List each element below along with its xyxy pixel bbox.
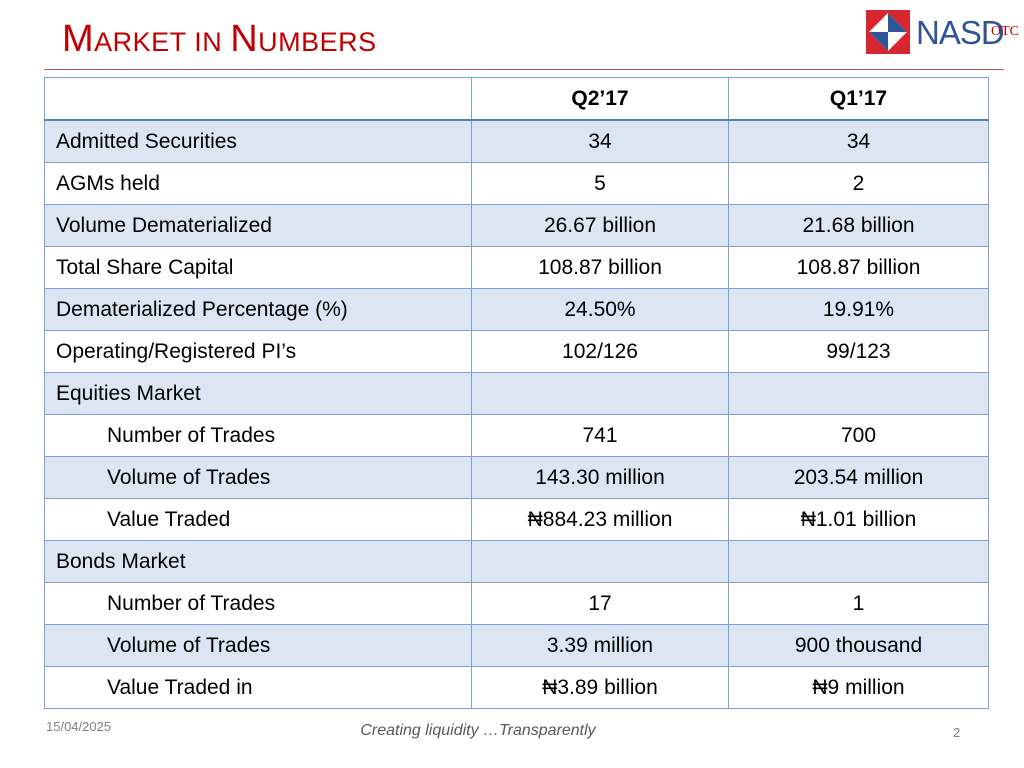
row-q1-value: 99/123 — [728, 330, 989, 373]
logo-text: NASD — [916, 14, 1005, 51]
row-q2-value: 24.50% — [471, 288, 729, 331]
section-label: Equities Market — [44, 372, 472, 415]
header-q1-17: Q1’17 — [728, 77, 989, 121]
table-row: Operating/Registered PI’s 102/126 99/123 — [44, 330, 989, 373]
table-row: Admitted Securities 34 34 — [44, 119, 989, 163]
table-row: Volume of Trades 143.30 million 203.54 m… — [44, 456, 989, 499]
section-label: Bonds Market — [44, 540, 472, 583]
row-label: Total Share Capital — [44, 246, 472, 289]
row-q2-value: 26.67 billion — [471, 204, 729, 247]
table-row: Value Traded in ₦3.89 billion ₦9 million — [44, 666, 989, 709]
header-label-cell — [44, 77, 472, 121]
row-q2-value: ₦884.23 million — [471, 498, 729, 541]
row-label: Number of Trades — [44, 582, 472, 625]
market-numbers-table: Q2’17 Q1’17 Admitted Securities 34 34 AG… — [44, 77, 989, 709]
row-q1-value: 19.91% — [728, 288, 989, 331]
table-row: Volume Dematerialized 26.67 billion 21.6… — [44, 204, 989, 247]
row-label: Volume of Trades — [44, 456, 472, 499]
row-q1-value: 34 — [728, 119, 989, 163]
row-q2-value: 5 — [471, 162, 729, 205]
title-part-umbers: UMBERS — [258, 27, 377, 57]
table-row: Volume of Trades 3.39 million 900 thousa… — [44, 624, 989, 667]
row-label: Value Traded in — [44, 666, 472, 709]
row-q2-value: 102/126 — [471, 330, 729, 373]
row-label: Dematerialized Percentage (%) — [44, 288, 472, 331]
row-q2-value: 143.30 million — [471, 456, 729, 499]
row-label: Volume of Trades — [44, 624, 472, 667]
logo-suffix: OTC — [991, 24, 1019, 39]
header-q2-17: Q2’17 — [471, 77, 729, 121]
row-q1-value: 1 — [728, 582, 989, 625]
row-label: Number of Trades — [44, 414, 472, 457]
page-number: 2 — [953, 725, 961, 740]
table-row: Value Traded ₦884.23 million ₦1.01 billi… — [44, 498, 989, 541]
row-label: Volume Dematerialized — [44, 204, 472, 247]
row-q1-value: 2 — [728, 162, 989, 205]
nasd-logo-mark-icon — [866, 10, 910, 54]
row-q1-value: ₦1.01 billion — [728, 498, 989, 541]
table-row: AGMs held 5 2 — [44, 162, 989, 205]
table-header-row: Q2’17 Q1’17 — [44, 77, 989, 121]
footer-tagline: Creating liquidity …Transparently — [360, 722, 596, 739]
table-row: Number of Trades 741 700 — [44, 414, 989, 457]
slide-title: MARKET IN NUMBERS — [62, 18, 377, 61]
row-q1-value: 900 thousand — [728, 624, 989, 667]
table-section-row: Equities Market — [44, 372, 989, 415]
row-q1-value: 21.68 billion — [728, 204, 989, 247]
row-q2-value — [471, 372, 729, 415]
row-q1-value: 203.54 million — [728, 456, 989, 499]
row-q2-value: 3.39 million — [471, 624, 729, 667]
row-q1-value: 700 — [728, 414, 989, 457]
row-q1-value: ₦9 million — [728, 666, 989, 709]
row-q1-value — [728, 372, 989, 415]
footer-date: 15/04/2025 — [46, 719, 112, 734]
row-q1-value — [728, 540, 989, 583]
table-row: Number of Trades 17 1 — [44, 582, 989, 625]
row-q2-value: ₦3.89 billion — [471, 666, 729, 709]
row-q2-value — [471, 540, 729, 583]
nasd-logo: NASD OTC — [866, 8, 1022, 56]
table-section-row: Bonds Market — [44, 540, 989, 583]
row-label: Admitted Securities — [44, 119, 472, 163]
title-divider — [44, 69, 1004, 70]
row-q2-value: 17 — [471, 582, 729, 625]
row-label: Operating/Registered PI’s — [44, 330, 472, 373]
title-part-arket: ARKET IN — [94, 27, 231, 57]
row-q1-value: 108.87 billion — [728, 246, 989, 289]
table-row: Dematerialized Percentage (%) 24.50% 19.… — [44, 288, 989, 331]
table-row: Total Share Capital 108.87 billion 108.8… — [44, 246, 989, 289]
row-q2-value: 108.87 billion — [471, 246, 729, 289]
row-q2-value: 34 — [471, 119, 729, 163]
title-initial-n: N — [230, 18, 259, 60]
row-q2-value: 741 — [471, 414, 729, 457]
title-initial-m: M — [62, 18, 95, 60]
row-label: Value Traded — [44, 498, 472, 541]
row-label: AGMs held — [44, 162, 472, 205]
